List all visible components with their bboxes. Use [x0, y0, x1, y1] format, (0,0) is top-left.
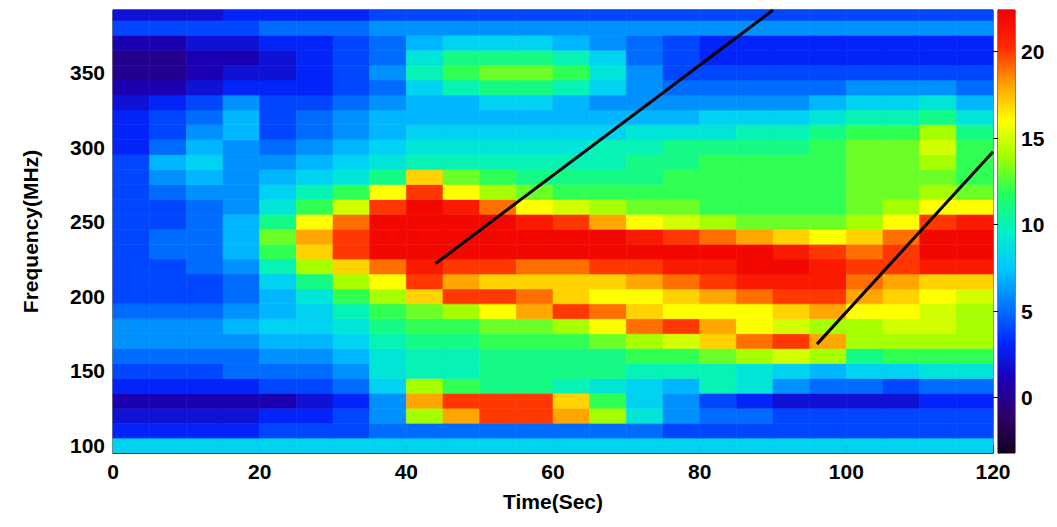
svg-text:20: 20: [248, 460, 271, 483]
svg-text:Frequency(MHz): Frequency(MHz): [19, 150, 42, 313]
svg-text:40: 40: [395, 460, 418, 483]
svg-text:Time(Sec): Time(Sec): [503, 490, 603, 513]
svg-text:250: 250: [70, 210, 105, 233]
svg-text:0: 0: [107, 460, 119, 483]
svg-text:350: 350: [70, 61, 105, 84]
svg-text:100: 100: [829, 460, 864, 483]
svg-text:60: 60: [541, 460, 564, 483]
svg-text:20: 20: [1021, 40, 1044, 63]
svg-text:80: 80: [688, 460, 711, 483]
svg-text:120: 120: [975, 460, 1010, 483]
svg-text:100: 100: [70, 434, 105, 457]
svg-text:15: 15: [1021, 127, 1045, 150]
svg-text:0: 0: [1021, 386, 1033, 409]
svg-text:5: 5: [1021, 300, 1033, 323]
svg-text:200: 200: [70, 285, 105, 308]
svg-text:150: 150: [70, 359, 105, 382]
svg-text:300: 300: [70, 136, 105, 159]
svg-text:10: 10: [1021, 213, 1044, 236]
